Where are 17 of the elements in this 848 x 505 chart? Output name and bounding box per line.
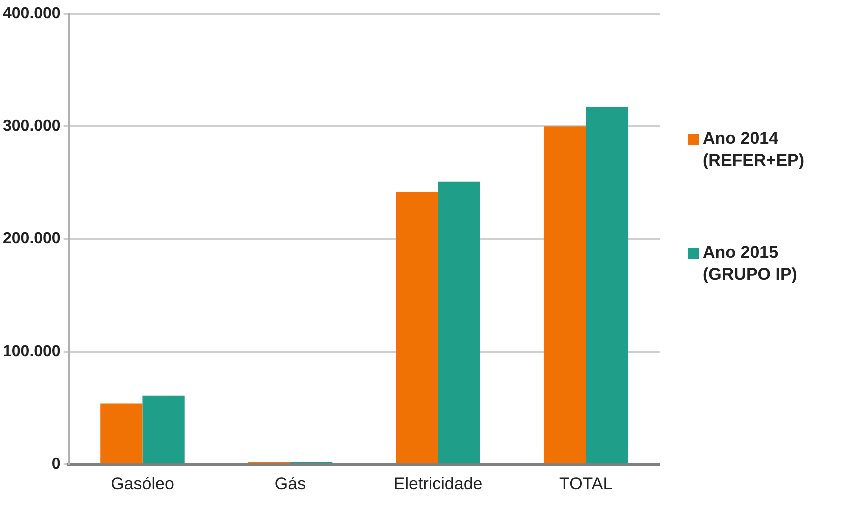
bar (142, 396, 185, 464)
bar (396, 192, 438, 464)
x-tick-label: Gás (274, 474, 306, 494)
y-tick-label: 200.000 (2, 230, 61, 248)
bar (100, 404, 143, 464)
bar (586, 108, 628, 464)
y-tick-label: 300.000 (2, 118, 61, 136)
x-tick-label: Eletricidade (394, 474, 483, 494)
y-tick-label: 100.000 (2, 343, 61, 360)
legend-label: Ano 2014 (REFER+EP) (703, 128, 806, 172)
bar (438, 182, 480, 464)
x-tick-label: Gasóleo (111, 474, 174, 494)
bar (544, 126, 586, 464)
y-tick-label: 0 (52, 456, 61, 474)
x-tick-label: TOTAL (559, 474, 613, 494)
legend-label: Ano 2015 (GRUPO IP) (703, 242, 798, 286)
y-tick-label: 400.000 (2, 5, 61, 22)
